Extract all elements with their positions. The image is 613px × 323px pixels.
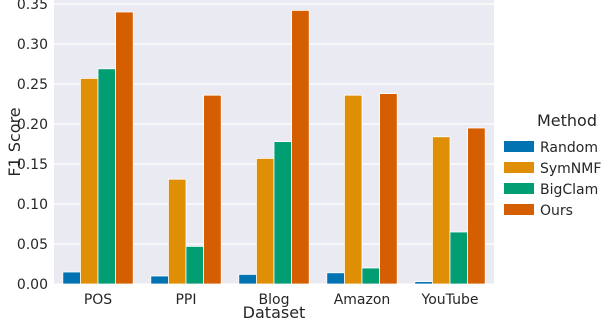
legend-label-ours: Ours: [540, 203, 573, 219]
bar-random-amazon: [326, 272, 345, 285]
legend-swatch-bigclam: [504, 183, 534, 194]
legend-title: Method: [537, 111, 597, 130]
bar-random-youtube: [414, 281, 433, 285]
legend-label-random: Random: [540, 140, 598, 156]
y-tick-label: 0.30: [17, 37, 48, 53]
bar-ours-pos: [115, 11, 134, 285]
legend-swatch-symnmf: [504, 162, 534, 173]
legend: Method Random SymNMF BigClam Ours: [504, 111, 601, 219]
x-tick-label: YouTube: [421, 292, 479, 308]
bar-bigclam-youtube: [449, 231, 469, 285]
y-tick-label: 0.00: [17, 277, 48, 293]
x-tick-label: Blog: [259, 292, 290, 308]
y-tick-label: 0.05: [17, 237, 48, 253]
x-tick-label: POS: [84, 292, 112, 308]
bar-bigclam-blog: [273, 141, 293, 285]
bar-symnmf-amazon: [343, 94, 363, 285]
bars: [62, 9, 486, 285]
bar-random-blog: [238, 273, 257, 285]
y-tick-label: 0.20: [17, 117, 48, 133]
bar-symnmf-ppi: [167, 178, 187, 285]
x-tick-label: Amazon: [334, 292, 391, 308]
x-tick-labels: POS PPI Blog Amazon YouTube: [84, 292, 479, 308]
y-axis-title: F1 Score: [5, 107, 24, 176]
bar-bigclam-pos: [97, 68, 117, 285]
bar-ours-ppi: [203, 94, 222, 285]
bar-symnmf-blog: [255, 157, 275, 285]
y-tick-label: 0.35: [17, 0, 48, 13]
legend-label-bigclam: BigClam: [540, 182, 598, 198]
legend-swatch-ours: [504, 204, 534, 215]
bar-ours-blog: [291, 9, 310, 285]
bar-ours-amazon: [379, 93, 398, 285]
y-tick-label: 0.15: [17, 157, 48, 173]
bar-ours-youtube: [467, 127, 486, 285]
x-axis-title: Dataset: [243, 303, 306, 322]
legend-swatch-random: [504, 141, 534, 152]
bar-random-ppi: [150, 275, 169, 285]
y-tick-label: 0.10: [17, 197, 48, 213]
bar-random-pos: [62, 271, 81, 285]
bar-bigclam-ppi: [185, 245, 205, 285]
y-tick-label: 0.25: [17, 77, 48, 93]
x-tick-label: PPI: [175, 292, 196, 308]
legend-label-symnmf: SymNMF: [540, 161, 601, 177]
bar-symnmf-pos: [80, 78, 99, 285]
y-tick-labels: 0.00 0.05 0.10 0.15 0.20 0.25 0.30 0.35: [17, 0, 48, 293]
bar-symnmf-youtube: [431, 136, 451, 285]
bar-bigclam-amazon: [361, 267, 381, 285]
